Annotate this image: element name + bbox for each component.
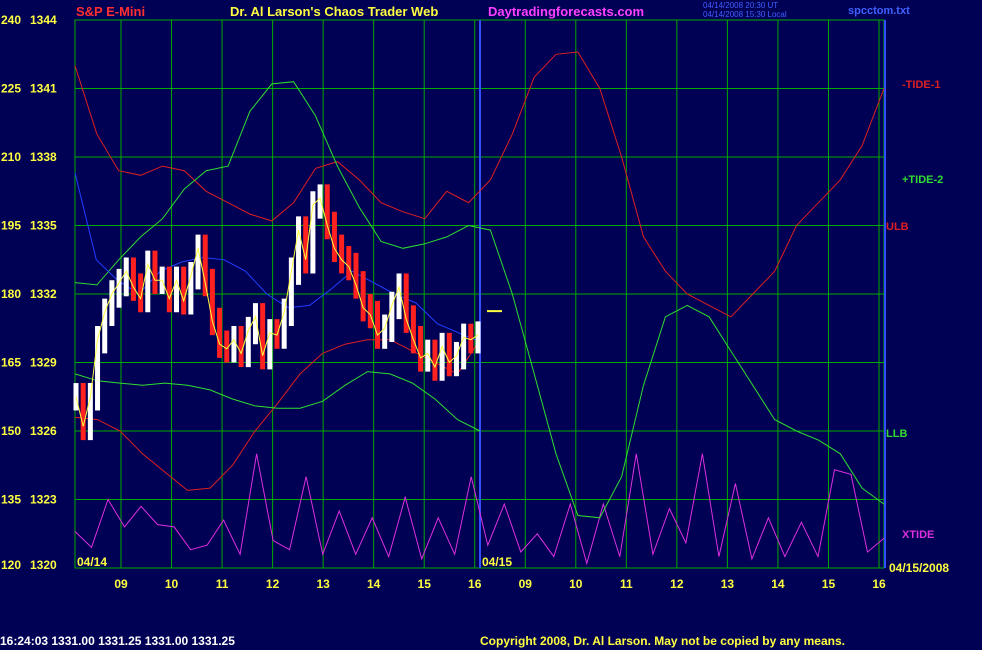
trend-line-blue xyxy=(74,172,481,343)
y-tick-price: 1335 xyxy=(30,219,57,233)
x-tick-label: 15 xyxy=(418,577,432,591)
label-ulb: ULB xyxy=(886,221,909,233)
y-tick-price: 1320 xyxy=(30,558,57,572)
file-label: spcctom.txt xyxy=(848,5,910,17)
chart-labels: 240 1344 225 1341 210 1338 195 1335 180 1332 165 13… xyxy=(1,13,949,591)
x-tick-label: 16 xyxy=(468,577,482,591)
label-tide1: -TIDE-1 xyxy=(902,79,941,91)
chart-grid xyxy=(74,19,886,569)
label-tide2: +TIDE-2 xyxy=(902,174,943,186)
llb-band-line xyxy=(74,371,481,432)
date-label-end: 04/15/2008 xyxy=(889,561,949,575)
copyright-notice: Copyright 2008, Dr. Al Larson. May not b… xyxy=(480,634,845,648)
x-tick-label: 13 xyxy=(316,577,330,591)
y-tick-osc: 150 xyxy=(1,424,21,438)
y-tick-price: 1326 xyxy=(30,424,57,438)
x-tick-label: 14 xyxy=(771,577,785,591)
symbol-label: S&P E-Mini xyxy=(76,4,146,19)
chart-title: Dr. Al Larson's Chaos Trader Web xyxy=(230,4,439,19)
x-tick-label: 11 xyxy=(216,577,229,591)
y-tick-price: 1344 xyxy=(30,13,57,27)
tide1-line xyxy=(74,51,885,318)
y-tick-price: 1329 xyxy=(30,356,57,370)
y-tick-price: 1323 xyxy=(30,493,57,507)
x-tick-label: 09 xyxy=(114,577,128,591)
x-tick-label: 13 xyxy=(721,577,735,591)
y-tick-osc: 135 xyxy=(1,493,21,507)
x-tick-label: 09 xyxy=(519,577,533,591)
price-average-line xyxy=(75,197,479,427)
timestamp-ut: 04/14/2008 20:30 UT xyxy=(703,1,779,10)
x-tick-label: 11 xyxy=(620,577,633,591)
site-label: Daytradingforecasts.com xyxy=(488,4,645,19)
xtide-line xyxy=(74,453,885,566)
y-tick-price: 1341 xyxy=(30,82,57,96)
x-tick-label: 10 xyxy=(165,577,179,591)
x-tick-label: 16 xyxy=(872,577,886,591)
x-tick-label: 12 xyxy=(266,577,280,591)
x-tick-label: 12 xyxy=(670,577,684,591)
tide2-line xyxy=(74,81,885,519)
date-label-mid: 04/15 xyxy=(482,555,512,569)
quote-readout: 16:24:03 1331.00 1331.25 1331.00 1331.25 xyxy=(0,634,235,648)
y-tick-osc: 165 xyxy=(1,356,21,370)
x-tick-label: 15 xyxy=(822,577,836,591)
y-tick-osc: 180 xyxy=(1,287,21,301)
chart-series xyxy=(73,51,885,566)
y-tick-osc: 195 xyxy=(1,219,21,233)
x-tick-label: 14 xyxy=(367,577,381,591)
date-label-start: 04/14 xyxy=(77,555,107,569)
y-tick-osc: 225 xyxy=(1,82,21,96)
x-tick-label: 10 xyxy=(569,577,583,591)
label-xtide: XTIDE xyxy=(902,529,934,541)
y-tick-osc: 210 xyxy=(1,150,21,164)
label-llb: LLB xyxy=(886,428,907,440)
timestamp-local: 04/14/2008 15:30 Local xyxy=(703,10,787,19)
y-tick-osc: 240 xyxy=(1,13,21,27)
y-tick-price: 1332 xyxy=(30,287,57,301)
y-tick-osc: 120 xyxy=(1,558,21,572)
y-tick-price: 1338 xyxy=(30,150,57,164)
